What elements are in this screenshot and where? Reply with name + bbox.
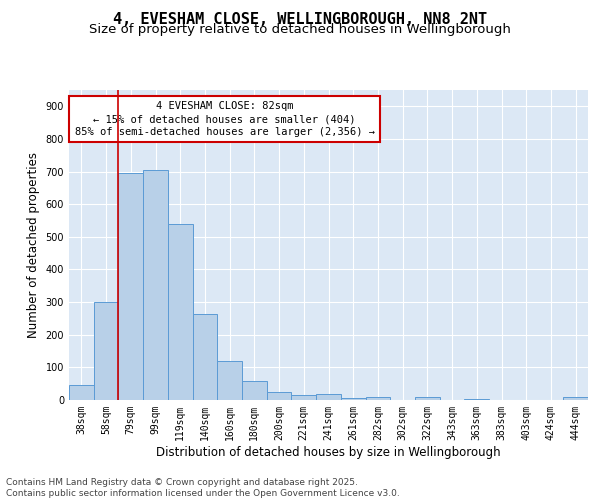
Bar: [143, 170, 168, 400]
Bar: [69, 386, 94, 400]
Y-axis label: Number of detached properties: Number of detached properties: [27, 152, 40, 338]
Text: 4, EVESHAM CLOSE, WELLINGBOROUGH, NN8 2NT: 4, EVESHAM CLOSE, WELLINGBOROUGH, NN8 2N…: [113, 12, 487, 28]
Bar: [415, 396, 440, 400]
Bar: [94, 302, 118, 400]
Text: Contains HM Land Registry data © Crown copyright and database right 2025.
Contai: Contains HM Land Registry data © Crown c…: [6, 478, 400, 498]
Bar: [341, 398, 365, 400]
Bar: [464, 399, 489, 400]
Bar: [292, 395, 316, 400]
Text: Size of property relative to detached houses in Wellingborough: Size of property relative to detached ho…: [89, 23, 511, 36]
Text: 4 EVESHAM CLOSE: 82sqm
← 15% of detached houses are smaller (404)
85% of semi-de: 4 EVESHAM CLOSE: 82sqm ← 15% of detached…: [74, 101, 374, 137]
Bar: [118, 173, 143, 400]
Bar: [267, 392, 292, 400]
Bar: [316, 394, 341, 400]
Bar: [217, 361, 242, 400]
Bar: [242, 382, 267, 400]
Bar: [193, 314, 217, 400]
Bar: [168, 224, 193, 400]
X-axis label: Distribution of detached houses by size in Wellingborough: Distribution of detached houses by size …: [156, 446, 501, 458]
Bar: [563, 398, 588, 400]
Bar: [365, 397, 390, 400]
